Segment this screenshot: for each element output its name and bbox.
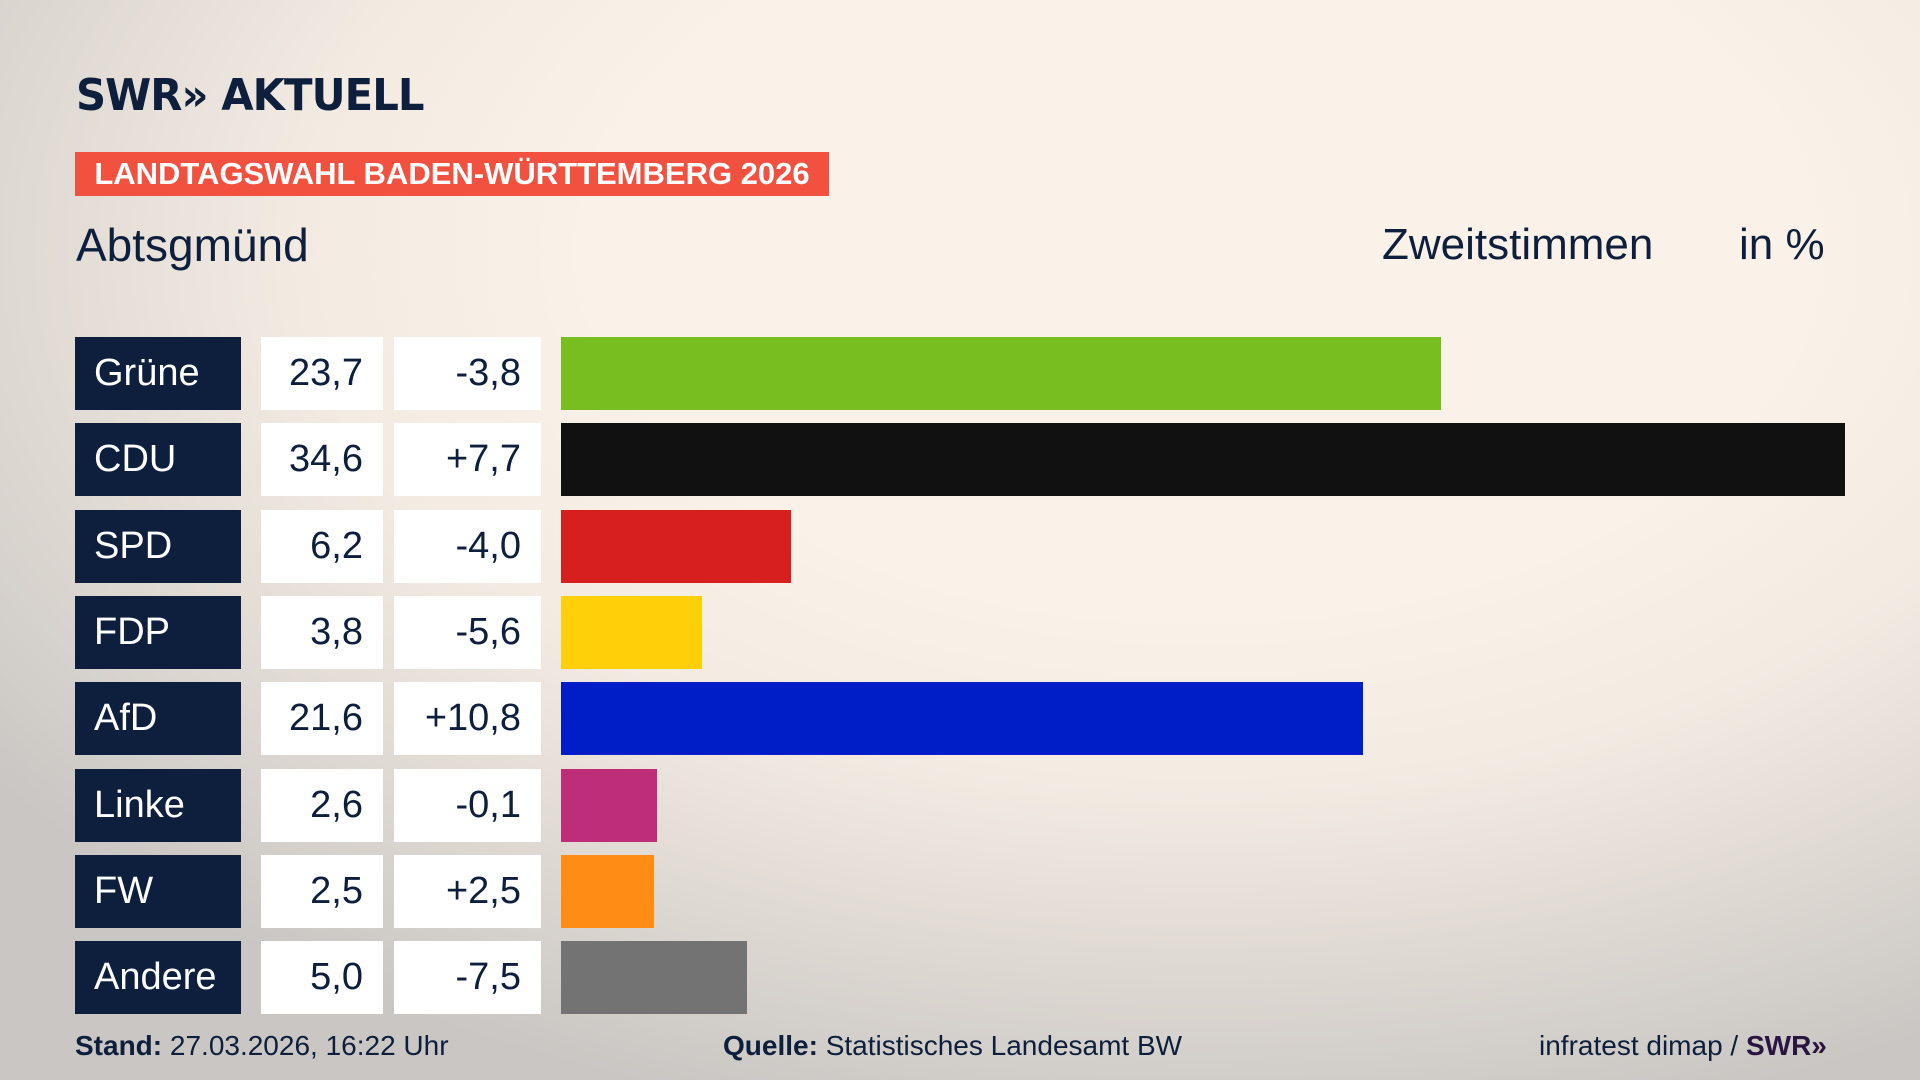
change-label: -7,5 [394,941,541,1015]
stand-value: 27.03.2026, 16:22 Uhr [169,1030,449,1061]
party-label: Andere [75,941,241,1015]
party-label: Grüne [75,337,241,410]
change-label: +10,8 [394,682,541,756]
bar [561,423,1845,497]
source: Quelle: Statistisches Landesamt BW [723,1030,1182,1062]
vote-type-label: Zweitstimmen [1382,220,1654,269]
party-label: AfD [75,682,241,756]
change-label: +2,5 [394,854,541,928]
bar [561,509,792,583]
credit-text: infratest dimap / [1539,1030,1746,1061]
party-label: FW [75,854,241,928]
swr-logo: SWR» [1745,1030,1827,1061]
value-label: 23,7 [261,337,383,410]
value-label: 6,2 [261,509,383,583]
party-label: SPD [75,509,241,583]
unit-label: in % [1739,220,1825,269]
change-label: +7,7 [394,423,541,497]
change-label: -5,6 [394,595,541,669]
change-label: -3,8 [394,337,541,410]
bar [561,941,747,1015]
election-banner: LANDTAGSWAHL BADEN-WÜRTTEMBERG 2026 [75,152,829,196]
swr-aktuell-logo: SWR» AKTUELL [76,70,425,121]
stand-label: Stand: [75,1030,163,1061]
bar [561,854,654,928]
change-label: -0,1 [394,768,541,842]
timestamp: Stand: 27.03.2026, 16:22 Uhr [75,1030,449,1062]
source-value: Statistisches Landesamt BW [825,1030,1183,1061]
bar [561,337,1441,410]
bar [561,595,703,669]
source-label: Quelle: [723,1030,818,1061]
party-label: Linke [75,768,241,842]
bar [561,682,1363,756]
party-label: FDP [75,595,241,669]
credit: infratest dimap / SWR» [1539,1030,1827,1062]
value-label: 2,5 [261,854,383,928]
value-label: 2,6 [261,768,383,842]
region-title: Abtsgmünd [76,219,309,271]
value-label: 5,0 [261,941,383,1015]
bar [561,768,658,842]
value-label: 21,6 [261,682,383,756]
value-label: 3,8 [261,595,383,669]
change-label: -4,0 [394,509,541,583]
value-label: 34,6 [261,423,383,497]
party-label: CDU [75,423,241,497]
